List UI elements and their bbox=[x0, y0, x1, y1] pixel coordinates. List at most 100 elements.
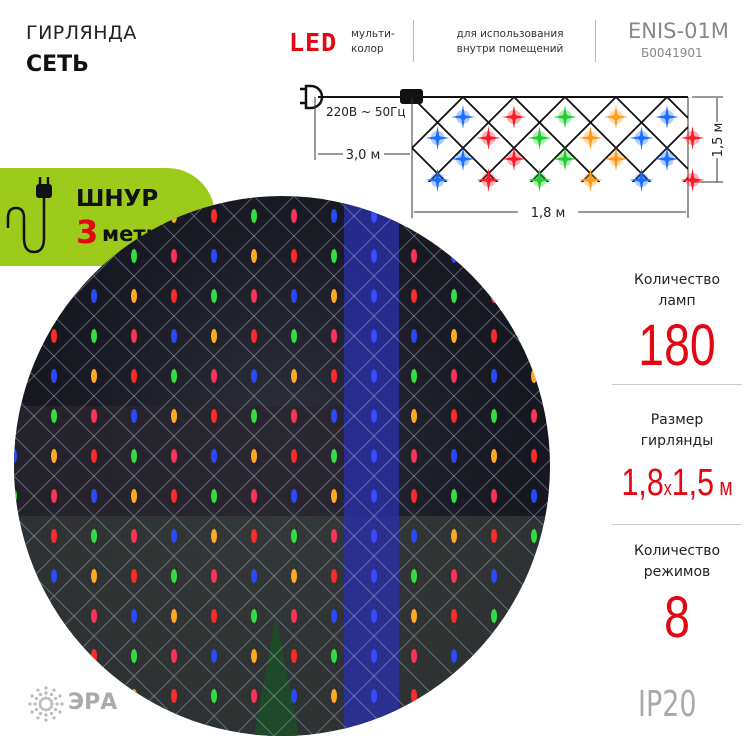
photo-lamp bbox=[491, 529, 497, 543]
photo-lamp bbox=[131, 569, 137, 583]
photo-lamp bbox=[91, 609, 97, 623]
lamp-orange bbox=[578, 126, 603, 150]
photo-lamp bbox=[491, 609, 497, 623]
photo-lamp bbox=[451, 449, 457, 463]
photo-lamp bbox=[371, 489, 377, 503]
photo-lamp bbox=[131, 649, 137, 663]
photo-lamp bbox=[91, 369, 97, 383]
photo-lamp bbox=[91, 409, 97, 423]
voltage-label: 220В ~ 50Гц bbox=[326, 105, 406, 119]
photo-lamp bbox=[14, 449, 17, 463]
photo-lamp bbox=[251, 529, 257, 543]
photo-lamp bbox=[291, 209, 297, 223]
net-diagram: 220В ~ 50Гц 3,0 м 1,8 м 1,5 м bbox=[300, 84, 726, 221]
cord-length-label: 3,0 м bbox=[346, 148, 381, 163]
photo-lamp bbox=[211, 569, 217, 583]
lamp-blue bbox=[629, 168, 654, 192]
photo-lamp bbox=[371, 289, 377, 303]
photo-lamp bbox=[51, 609, 57, 623]
photo-lamp bbox=[531, 569, 537, 583]
usage-text: для использования внутри помещений bbox=[456, 28, 564, 55]
photo-lamp bbox=[14, 409, 17, 423]
photo-lamp bbox=[531, 609, 537, 623]
photo-lamp bbox=[451, 569, 457, 583]
photo-lamp bbox=[291, 649, 297, 663]
lamp-count-value: 180 bbox=[638, 313, 716, 378]
lamp-green bbox=[553, 105, 577, 129]
divider bbox=[413, 20, 414, 62]
photo-lamp bbox=[411, 369, 417, 383]
photo-lamp bbox=[451, 489, 457, 503]
photo-lamp bbox=[331, 689, 337, 703]
photo-lamp bbox=[291, 449, 297, 463]
photo-lamp bbox=[91, 649, 97, 663]
photo-lamp bbox=[491, 649, 497, 663]
photo-lamp bbox=[491, 409, 497, 423]
lamp-red bbox=[476, 168, 501, 192]
photo-lamp bbox=[371, 409, 377, 423]
photo-lamp bbox=[451, 529, 457, 543]
photo-lamp bbox=[451, 369, 457, 383]
photo-lamp bbox=[91, 329, 97, 343]
photo-lamp bbox=[291, 689, 297, 703]
lamp-blue bbox=[425, 168, 450, 192]
photo-lamp bbox=[211, 609, 217, 623]
title-line1: ГИРЛЯНДА bbox=[26, 22, 137, 44]
photo-lamp bbox=[51, 649, 57, 663]
title-line2: СЕТЬ bbox=[26, 52, 89, 77]
photo-lamp bbox=[51, 529, 57, 543]
photo-lamp bbox=[291, 289, 297, 303]
photo-lamp bbox=[131, 689, 137, 703]
lamp-red bbox=[502, 147, 526, 171]
photo-lamp bbox=[211, 489, 217, 503]
photo-lamp bbox=[171, 329, 177, 343]
photo-lamp bbox=[14, 329, 17, 343]
lamp-red bbox=[476, 126, 501, 150]
photo-lamp bbox=[531, 649, 537, 663]
led-label: LED bbox=[289, 28, 338, 57]
photo-lamp bbox=[411, 449, 417, 463]
lamp-green bbox=[527, 126, 552, 150]
photo-lamp bbox=[331, 529, 337, 543]
photo-lamp bbox=[331, 209, 337, 223]
lamp-green bbox=[527, 168, 552, 192]
photo-lamp bbox=[411, 529, 417, 543]
photo-lamp bbox=[411, 249, 417, 263]
photo-lamp bbox=[371, 329, 377, 343]
photo-lamp bbox=[171, 689, 177, 703]
photo-lamp bbox=[251, 649, 257, 663]
photo-lamp bbox=[451, 249, 457, 263]
photo-lamp bbox=[131, 609, 137, 623]
lamp-blue bbox=[451, 105, 475, 129]
modes-label: Количество режимов bbox=[633, 543, 721, 580]
photo-lamp bbox=[451, 609, 457, 623]
photo-lamp bbox=[131, 529, 137, 543]
photo-lamp bbox=[171, 529, 177, 543]
photo-lamp bbox=[251, 249, 257, 263]
photo-lamp bbox=[171, 609, 177, 623]
era-logo-icon bbox=[28, 686, 64, 722]
photo-lamp bbox=[251, 289, 257, 303]
photo-lamp bbox=[14, 529, 17, 543]
photo-lamp bbox=[251, 689, 257, 703]
photo-lamp bbox=[451, 409, 457, 423]
photo-lamp bbox=[491, 369, 497, 383]
photo-lamp bbox=[251, 449, 257, 463]
photo-lamp bbox=[91, 449, 97, 463]
lamp-orange bbox=[604, 147, 628, 171]
photo-lamp bbox=[331, 249, 337, 263]
photo-lamp bbox=[211, 289, 217, 303]
photo-lamp bbox=[211, 369, 217, 383]
divider bbox=[595, 20, 596, 62]
article-code: Б0041901 bbox=[641, 46, 703, 60]
photo-lamp bbox=[251, 489, 257, 503]
photo-lamp bbox=[171, 289, 177, 303]
photo-lamp bbox=[491, 449, 497, 463]
photo-lamp bbox=[251, 569, 257, 583]
size-label: Размер гирлянды bbox=[640, 412, 714, 449]
photo-lamp bbox=[51, 369, 57, 383]
ip-rating: IP20 bbox=[638, 684, 697, 725]
photo-lamp bbox=[91, 529, 97, 543]
photo-lamp bbox=[211, 689, 217, 703]
photo-lamp bbox=[291, 489, 297, 503]
